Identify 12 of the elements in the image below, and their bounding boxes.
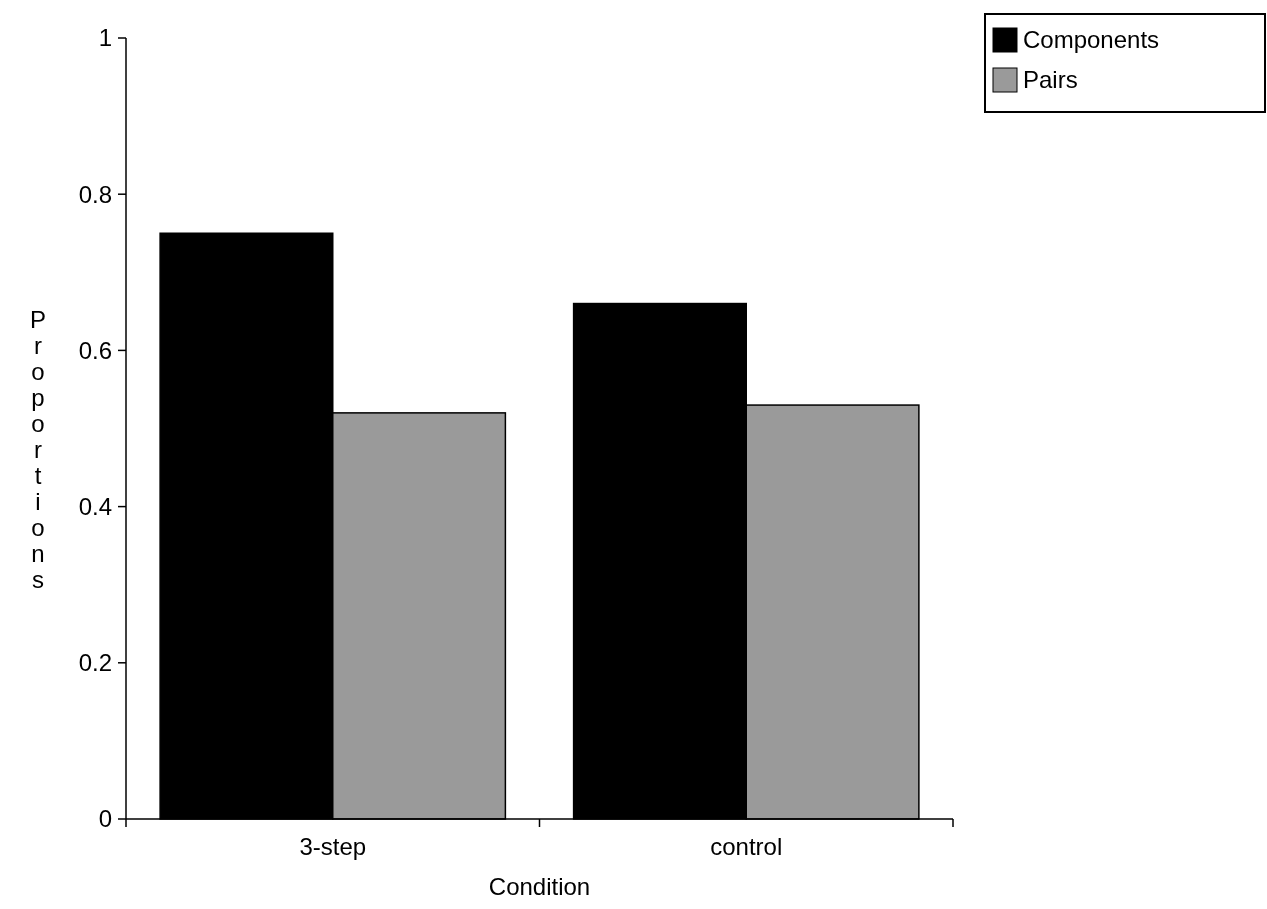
y-tick-label: 0 bbox=[98, 805, 112, 833]
y-tick-label: 0.2 bbox=[78, 649, 112, 677]
x-tick-label: 3-step bbox=[299, 833, 367, 860]
legend-label: Pairs bbox=[1023, 66, 1078, 94]
y-tick-label: 0.8 bbox=[78, 180, 112, 208]
legend-label: Components bbox=[1023, 26, 1160, 54]
x-tick-label: control bbox=[710, 833, 783, 860]
text: Proportions bbox=[29, 306, 47, 593]
y-tick-label: 0.6 bbox=[78, 336, 112, 364]
y-tick-label: 0.4 bbox=[78, 493, 112, 520]
y-tick-label: 1 bbox=[98, 24, 112, 52]
x-axis-title: Condition bbox=[488, 873, 591, 900]
